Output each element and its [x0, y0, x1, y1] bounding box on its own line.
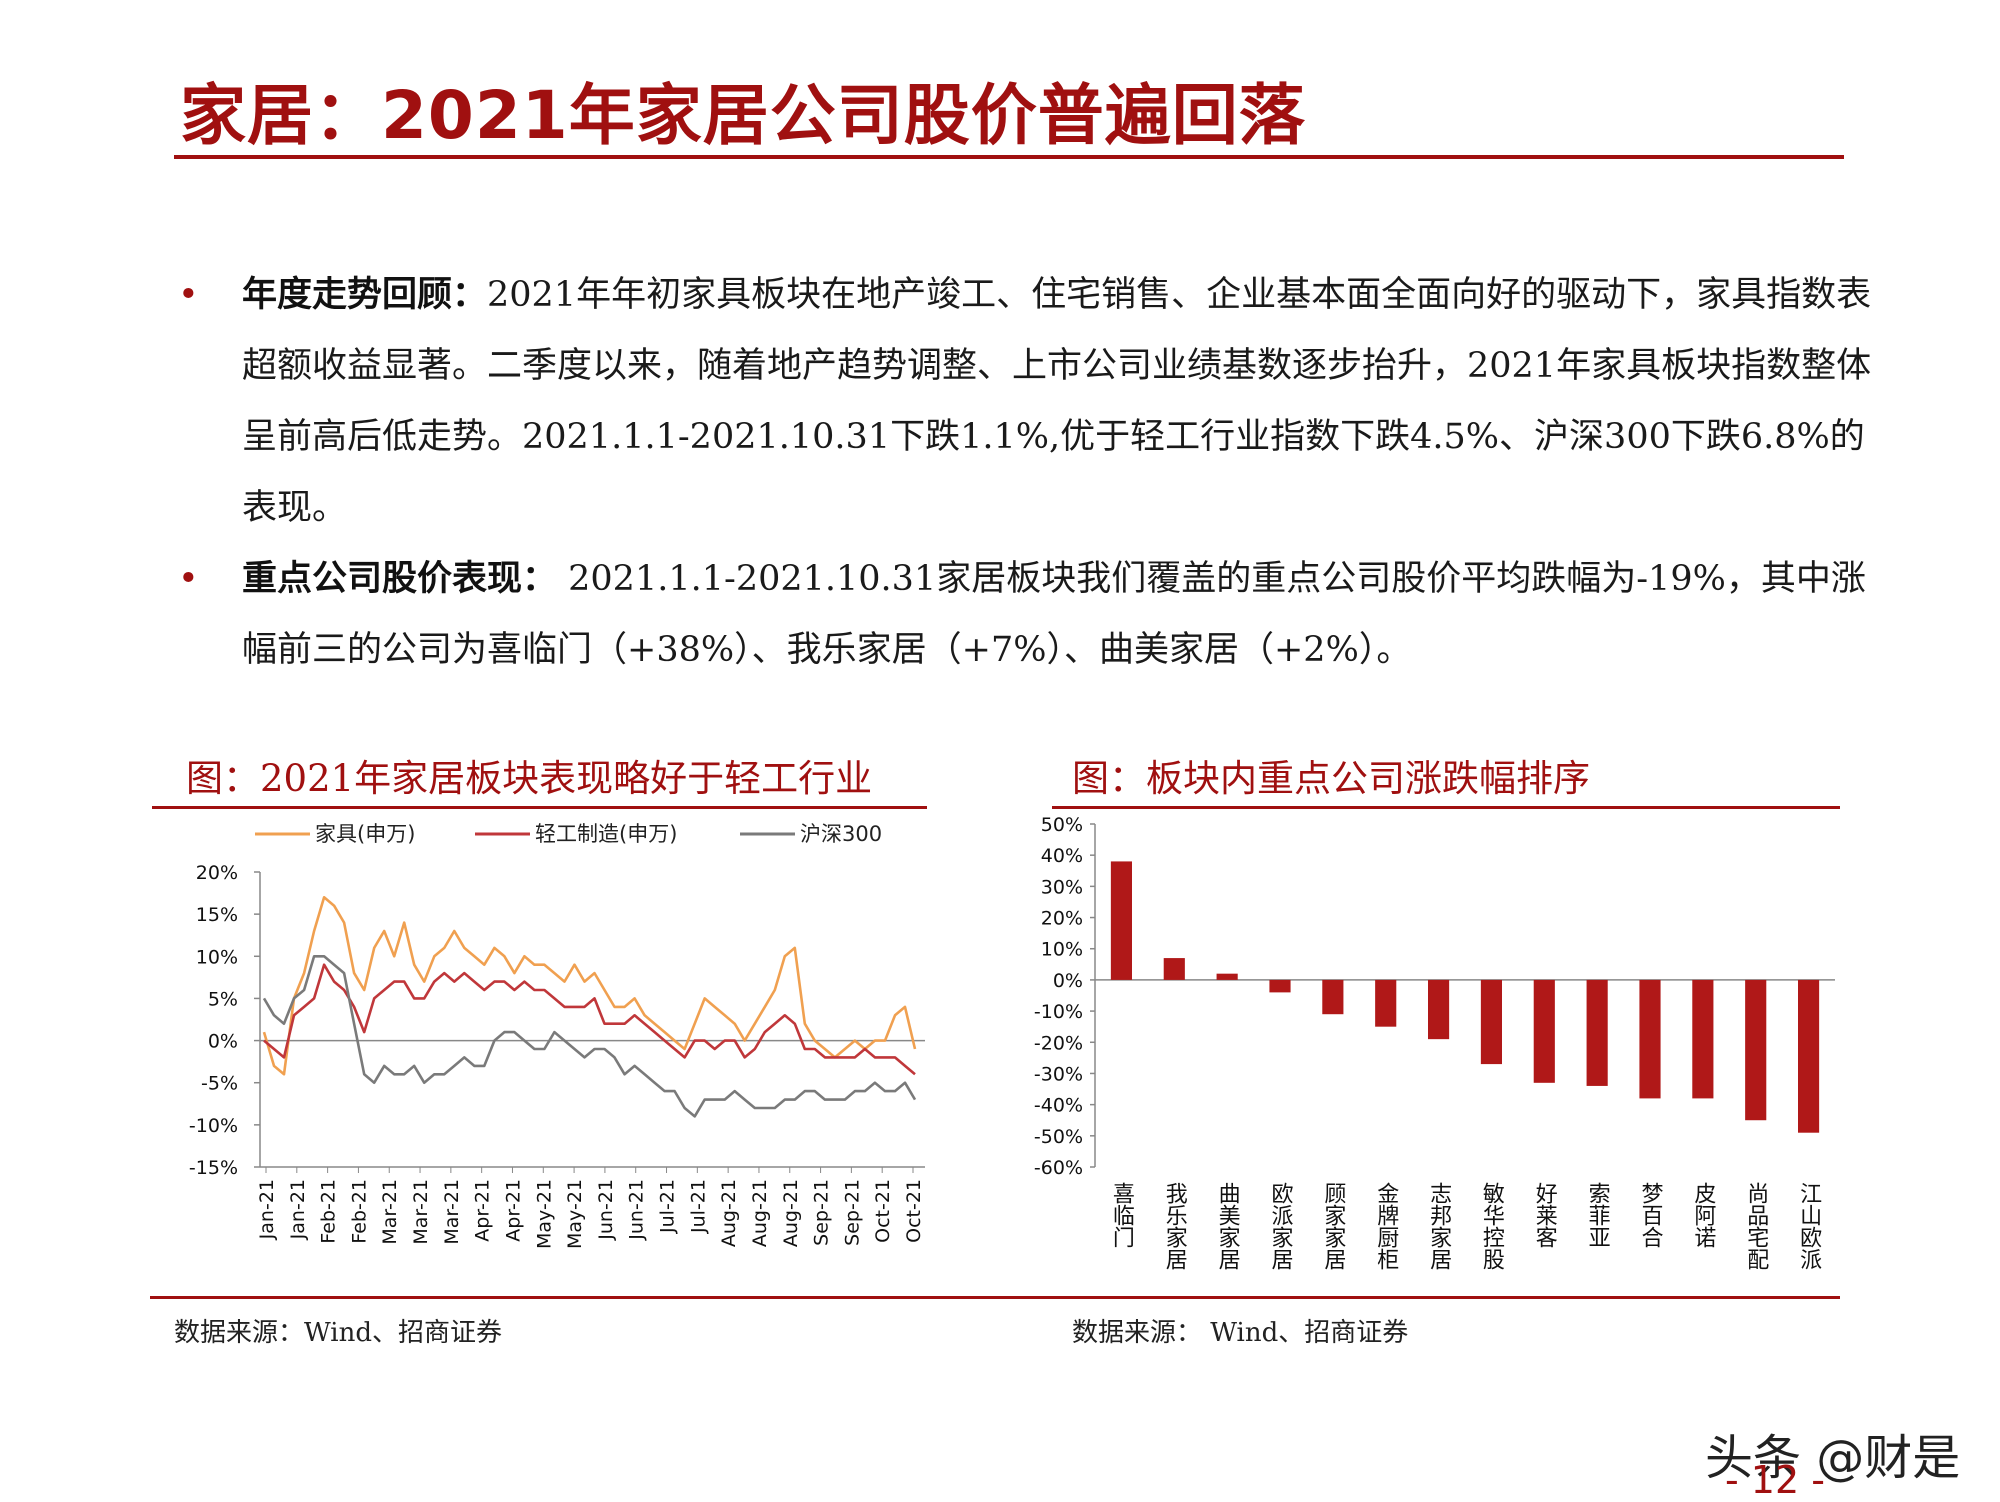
x-tick-label: Oct-21 — [903, 1179, 925, 1243]
bullet-text: 2021.1.1-2021.10.31家居板块我们覆盖的重点公司股价平均跌幅为-… — [242, 559, 1866, 670]
bullet-dot-icon: • — [178, 275, 199, 315]
y-tick-label: -10% — [1034, 1001, 1083, 1023]
category-label: 金牌厨柜 — [1373, 1182, 1399, 1270]
y-tick-label: 20% — [1041, 908, 1083, 930]
category-label: 梦百合 — [1638, 1182, 1664, 1248]
x-tick-label: Jul-21 — [657, 1179, 679, 1234]
category-label: 我乐家居 — [1162, 1182, 1188, 1270]
page-title: 家居：2021年家居公司股价普遍回落 — [180, 77, 1306, 154]
y-tick-label: -50% — [1034, 1126, 1083, 1148]
x-tick-label: Aug-21 — [749, 1179, 771, 1247]
bar-4 — [1322, 979, 1344, 1015]
y-tick-label: -10% — [189, 1115, 238, 1137]
x-tick-label: Jan-21 — [256, 1179, 278, 1240]
category-label: 尚品宅配 — [1743, 1182, 1768, 1270]
series-line-2 — [262, 955, 917, 1118]
bar-12 — [1745, 979, 1767, 1121]
category-label: 喜临门 — [1109, 1182, 1134, 1248]
y-tick-label: 10% — [1041, 939, 1083, 961]
x-tick-label: Apr-21 — [502, 1179, 524, 1242]
bar-11 — [1692, 979, 1714, 1099]
bar-5 — [1375, 979, 1397, 1027]
bullet-dot-icon: • — [178, 559, 199, 599]
x-tick-label: Feb-21 — [318, 1179, 340, 1244]
left-chart-source: 数据来源：Wind、招商证券 — [174, 1318, 502, 1348]
category-label: 皮阿诺 — [1690, 1182, 1716, 1248]
series-line-0 — [262, 896, 917, 1076]
x-tick-label: Jan-21 — [287, 1179, 309, 1240]
y-tick-label: 20% — [196, 862, 238, 884]
bottom-rule — [150, 1296, 1840, 1299]
bar-0 — [1110, 861, 1132, 980]
x-tick-label: Jun-21 — [595, 1179, 617, 1241]
x-tick-label: Feb-21 — [348, 1179, 370, 1244]
left-chart-heading: 图：2021年家居板块表现略好于轻工行业 — [186, 757, 873, 800]
bar-3 — [1269, 979, 1291, 993]
y-tick-label: 10% — [196, 946, 238, 968]
y-tick-label: 15% — [196, 904, 238, 926]
title-underline — [174, 155, 1844, 159]
y-tick-label: -40% — [1034, 1095, 1083, 1117]
x-tick-label: Aug-21 — [718, 1179, 740, 1247]
category-label: 好莱客 — [1532, 1182, 1558, 1248]
x-tick-label: Jul-21 — [687, 1179, 709, 1234]
page-number: - 12 - — [1725, 1458, 1825, 1502]
y-tick-label: -20% — [1034, 1032, 1083, 1054]
category-label: 志邦家居 — [1426, 1182, 1452, 1270]
x-tick-label: Jun-21 — [626, 1179, 648, 1241]
line-chart: 20% 15% 10% 5% 0% -5% -10% -15% Jan-21 Jan-21 Feb-… — [189, 822, 925, 1249]
y-tick-label: 50% — [1041, 814, 1083, 836]
bullet-company-performance: • 重点公司股价表现： 2021.1.1-2021.10.31家居板块我们覆盖的… — [170, 544, 1890, 686]
x-tick-label: Aug-21 — [780, 1179, 802, 1247]
y-tick-label: 0% — [208, 1031, 238, 1053]
y-tick-label: -30% — [1034, 1063, 1083, 1085]
bullet-lead: 年度走势回顾： — [242, 275, 488, 315]
bar-1 — [1163, 958, 1185, 980]
series-line-1 — [263, 963, 916, 1076]
legend-label: 家具(申万) — [315, 822, 415, 846]
legend-label: 沪深300 — [800, 822, 882, 846]
bullet-annual-review: • 年度走势回顾：2021年年初家具板块在地产竣工、住宅销售、企业基本面全面向好… — [170, 260, 1890, 544]
x-tick-label: Sep-21 — [841, 1179, 863, 1246]
category-label: 江山欧派 — [1796, 1182, 1822, 1270]
left-chart-rule — [152, 806, 927, 809]
bar-7 — [1480, 979, 1502, 1065]
x-tick-label: Mar-21 — [441, 1179, 463, 1245]
y-tick-label: 30% — [1041, 876, 1083, 898]
category-label: 索菲亚 — [1585, 1182, 1611, 1248]
bar-chart: 50% 40% 30% 20% 10% 0% -10% -20% -30% -40% -50% -60… — [1034, 814, 1835, 1270]
bar-13 — [1798, 979, 1820, 1133]
x-tick-label: Oct-21 — [872, 1179, 894, 1243]
right-chart-source: 数据来源： Wind、招商证券 — [1072, 1318, 1409, 1348]
right-chart-rule — [1052, 806, 1840, 809]
bar-10 — [1639, 979, 1661, 1099]
right-chart-heading: 图：板块内重点公司涨跌幅排序 — [1072, 757, 1590, 800]
x-tick-label: Apr-21 — [472, 1179, 494, 1242]
bullet-text: 2021年年初家具板块在地产竣工、住宅销售、企业基本面全面向好的驱动下，家具指数… — [242, 275, 1872, 528]
category-label: 敏华控股 — [1479, 1182, 1505, 1270]
y-tick-label: -60% — [1034, 1157, 1083, 1179]
y-tick-label: 0% — [1053, 970, 1083, 992]
watermark: 头条 @财是 — [1705, 1430, 1961, 1486]
x-tick-label: May-21 — [533, 1179, 555, 1249]
bar-9 — [1586, 979, 1608, 1086]
bullet-list: • 年度走势回顾：2021年年初家具板块在地产竣工、住宅销售、企业基本面全面向好… — [170, 260, 1890, 686]
x-tick-label: Mar-21 — [410, 1179, 432, 1245]
bar-8 — [1533, 979, 1555, 1083]
y-tick-label: -5% — [201, 1073, 238, 1095]
y-tick-label: 5% — [208, 988, 238, 1010]
y-tick-label: 40% — [1041, 845, 1083, 867]
legend-label: 轻工制造(申万) — [535, 822, 677, 846]
x-tick-label: Mar-21 — [379, 1179, 401, 1245]
bar-6 — [1428, 979, 1450, 1040]
y-tick-label: -15% — [189, 1157, 238, 1179]
category-label: 欧派家居 — [1268, 1182, 1294, 1270]
bar-2 — [1216, 973, 1238, 980]
x-tick-label: Sep-21 — [811, 1179, 833, 1246]
bullet-lead: 重点公司股价表现： — [242, 559, 558, 599]
x-tick-label: May-21 — [564, 1179, 586, 1249]
category-label: 曲美家居 — [1215, 1182, 1241, 1270]
category-label: 顾家家居 — [1320, 1182, 1346, 1270]
